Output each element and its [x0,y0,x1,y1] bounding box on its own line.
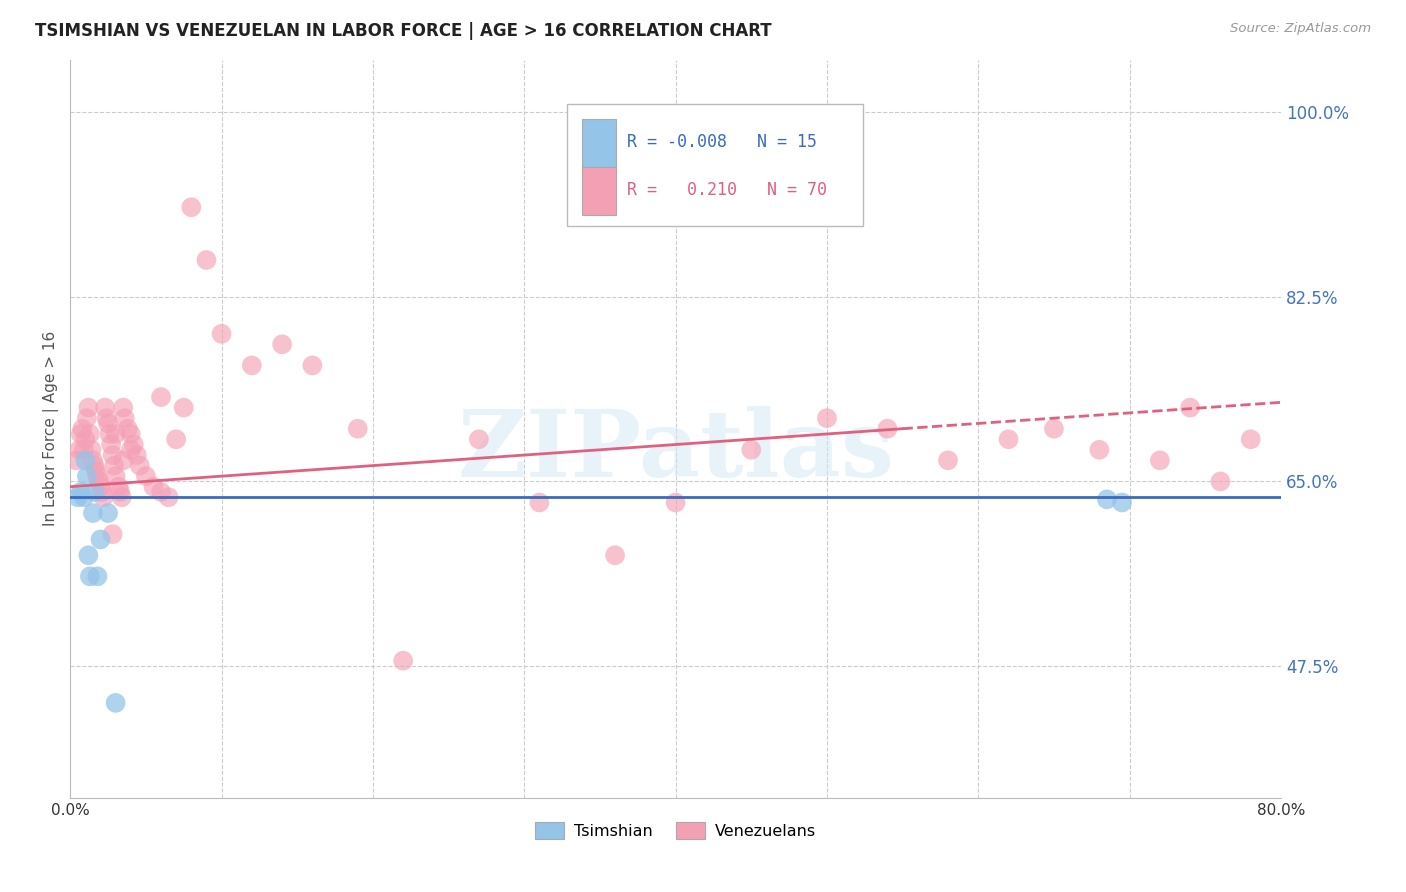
Point [346,422,368,436]
Point [73,490,96,504]
Point [84,464,107,478]
Point [96,411,118,425]
Point [83,458,105,473]
Bar [582,167,616,215]
Point [135,469,157,483]
Point [173,401,195,415]
Point [112,453,135,467]
Point [69,427,91,442]
Point [104,469,127,483]
Point [107,480,129,494]
Point [66,490,89,504]
Point [101,527,124,541]
Point [468,432,491,446]
Point [271,337,294,351]
Point [815,411,838,425]
Point [72,422,94,436]
Point [97,417,120,431]
Point [1209,475,1232,489]
Point [997,432,1019,446]
Point [1111,495,1133,509]
Point [1088,442,1111,457]
Point [1043,422,1066,436]
Point [65,453,87,467]
Point [76,411,98,425]
Point [82,453,104,467]
Point [89,533,111,547]
Point [150,485,173,500]
Text: R = -0.008   N = 15: R = -0.008 N = 15 [627,133,817,152]
Point [76,469,98,483]
Y-axis label: In Labor Force | Age > 16: In Labor Force | Age > 16 [44,331,59,526]
Point [114,411,136,425]
Point [67,442,90,457]
Point [120,427,142,442]
Point [82,506,104,520]
Point [1149,453,1171,467]
Point [93,490,115,504]
Point [180,200,202,214]
Point [112,401,135,415]
Point [603,548,626,562]
Point [77,401,100,415]
Point [240,359,263,373]
Point [83,485,105,500]
Point [86,569,108,583]
Point [301,359,323,373]
Point [150,390,173,404]
Text: ZIPatlas: ZIPatlas [457,406,894,496]
Point [529,495,551,509]
Bar [582,119,616,167]
Point [69,485,91,500]
Text: R =   0.210   N = 70: R = 0.210 N = 70 [627,181,827,199]
Point [94,401,117,415]
Point [79,569,101,583]
Point [80,442,103,457]
Point [740,442,762,457]
Point [122,437,145,451]
Point [111,490,134,504]
Point [195,252,218,267]
Text: Source: ZipAtlas.com: Source: ZipAtlas.com [1230,22,1371,36]
Point [1240,432,1263,446]
Point [75,432,97,446]
Point [117,422,139,436]
Point [157,490,180,504]
Point [77,548,100,562]
Point [86,469,108,483]
Text: TSIMSHIAN VS VENEZUELAN IN LABOR FORCE | AGE > 16 CORRELATION CHART: TSIMSHIAN VS VENEZUELAN IN LABOR FORCE |… [35,22,772,40]
FancyBboxPatch shape [567,103,863,226]
Point [392,654,415,668]
Point [108,485,131,500]
Point [100,437,122,451]
Point [1095,492,1118,507]
Point [97,506,120,520]
Point [125,448,148,462]
Point [1178,401,1201,415]
Point [104,427,127,442]
Point [87,475,110,489]
Point [73,442,96,457]
Point [165,432,187,446]
Point [876,422,898,436]
Point [128,458,150,473]
Point [142,480,165,494]
Point [665,495,688,509]
Point [104,696,127,710]
Point [79,427,101,442]
Point [103,458,125,473]
Point [98,427,121,442]
Point [101,448,124,462]
Point [89,480,111,494]
Point [120,442,142,457]
Point [211,326,233,341]
Point [75,453,97,467]
Point [91,485,114,500]
Point [936,453,959,467]
Legend: Tsimshian, Venezuelans: Tsimshian, Venezuelans [529,816,823,846]
